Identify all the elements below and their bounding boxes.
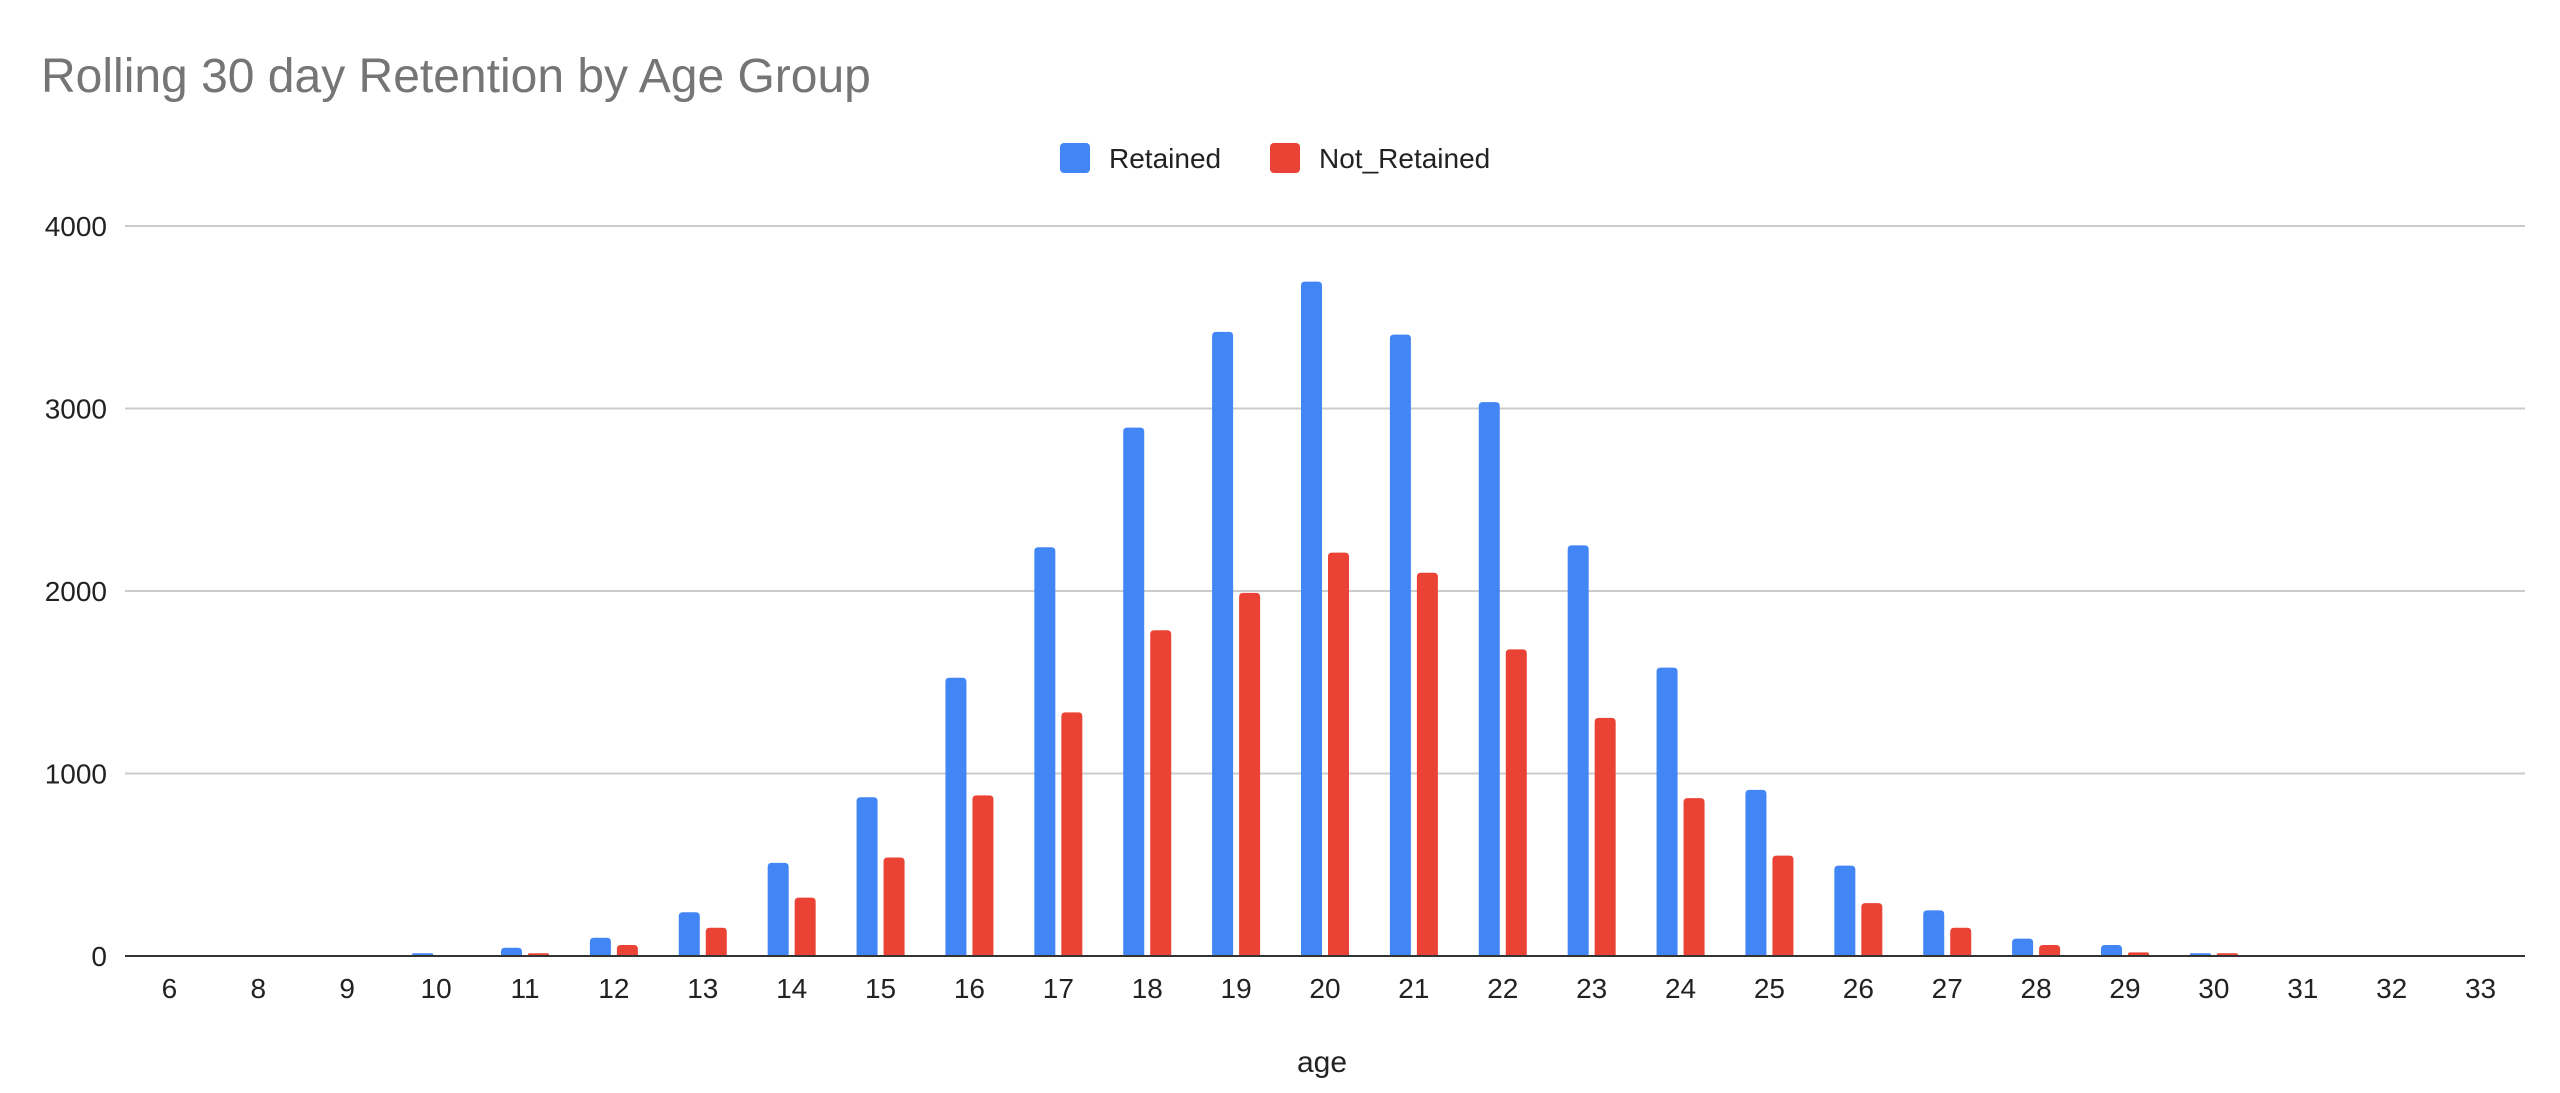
x-tick-label: 16 <box>954 973 985 1004</box>
x-axis: 6 8 9 10 11 12 13 14 15 16 17 18 19 20 21 22 23 24 25 26 27 2… <box>162 973 2496 1004</box>
x-tick-label: 20 <box>1309 973 1340 1004</box>
legend-item-not-retained: Not_Retained <box>1270 143 1490 174</box>
x-tick-label: 10 <box>421 973 452 1004</box>
bar-not-retained-age-12 <box>616 945 638 956</box>
bar-not-retained-age-16 <box>972 795 994 956</box>
bar-not-retained-age-13 <box>705 927 727 956</box>
x-tick-label: 29 <box>2109 973 2140 1004</box>
x-tick-label: 19 <box>1221 973 1252 1004</box>
x-tick-label: 21 <box>1398 973 1429 1004</box>
bar-not-retained-age-18 <box>1150 630 1172 956</box>
bar-retained-age-25 <box>1745 789 1767 956</box>
x-tick-label: 31 <box>2287 973 2318 1004</box>
y-tick-label: 3000 <box>45 394 107 425</box>
bar-retained-age-28 <box>2012 938 2034 956</box>
bar-not-retained-age-27 <box>1950 927 1972 956</box>
bar-not-retained-age-14 <box>794 897 816 956</box>
x-tick-label: 15 <box>865 973 896 1004</box>
x-tick-label: 17 <box>1043 973 1074 1004</box>
legend-swatch <box>1060 143 1090 173</box>
bar-retained-age-17 <box>1034 547 1056 956</box>
x-tick-label: 30 <box>2198 973 2229 1004</box>
y-tick-label: 1000 <box>45 759 107 790</box>
y-tick-label: 2000 <box>45 576 107 607</box>
bar-retained-age-13 <box>678 912 700 956</box>
bar-not-retained-age-28 <box>2039 945 2061 956</box>
x-tick-label: 11 <box>510 973 539 1004</box>
bar-not-retained-age-26 <box>1861 903 1883 956</box>
bar-retained-age-12 <box>589 937 611 956</box>
x-tick-label: 8 <box>251 973 267 1004</box>
x-tick-label: 22 <box>1487 973 1518 1004</box>
y-axis: 0 1000 2000 3000 4000 <box>45 211 107 972</box>
bar-not-retained-age-19 <box>1239 592 1261 956</box>
x-tick-label: 28 <box>2021 973 2052 1004</box>
bar-not-retained-age-23 <box>1594 717 1616 956</box>
legend-label: Retained <box>1109 143 1221 174</box>
x-axis-title: age <box>1297 1046 1347 1079</box>
x-tick-label: 24 <box>1665 973 1696 1004</box>
bar-retained-age-19 <box>1212 331 1234 957</box>
bar-retained-age-14 <box>767 862 789 956</box>
bar-retained-age-23 <box>1567 545 1589 956</box>
x-tick-label: 23 <box>1576 973 1607 1004</box>
x-tick-label: 25 <box>1754 973 1785 1004</box>
x-tick-label: 13 <box>687 973 718 1004</box>
bar-not-retained-age-15 <box>883 857 905 956</box>
x-tick-label: 32 <box>2376 973 2407 1004</box>
x-tick-label: 26 <box>1843 973 1874 1004</box>
x-tick-label: 33 <box>2465 973 2496 1004</box>
x-tick-label: 14 <box>776 973 807 1004</box>
bar-not-retained-age-20 <box>1328 552 1349 956</box>
x-tick-label: 6 <box>162 973 178 1004</box>
bar-not-retained-age-22 <box>1505 649 1527 956</box>
bar-retained-age-27 <box>1923 910 1945 956</box>
bar-retained-age-22 <box>1478 402 1500 956</box>
x-tick-label: 9 <box>339 973 355 1004</box>
bar-not-retained-age-17 <box>1061 712 1083 956</box>
bar-not-retained-age-25 <box>1772 855 1794 956</box>
bar-retained-age-24 <box>1656 667 1678 956</box>
y-tick-label: 4000 <box>45 211 107 242</box>
bar-not-retained-age-21 <box>1416 572 1438 956</box>
legend-swatch <box>1270 143 1300 173</box>
bar-not-retained-age-24 <box>1683 798 1705 956</box>
bar-retained-age-16 <box>945 677 967 956</box>
legend-label: Not_Retained <box>1319 143 1490 174</box>
bar-retained-age-21 <box>1389 334 1411 956</box>
y-tick-label: 0 <box>91 941 107 972</box>
legend: Retained Not_Retained <box>1060 143 1490 174</box>
x-tick-label: 12 <box>598 973 629 1004</box>
bar-retained-age-18 <box>1123 427 1145 957</box>
bar-retained-age-20 <box>1301 281 1322 957</box>
bar-retained-age-29 <box>2101 945 2122 956</box>
x-tick-label: 27 <box>1932 973 1963 1004</box>
bar-retained-age-26 <box>1834 865 1856 956</box>
bar-retained-age-11 <box>501 947 522 956</box>
bar-retained-age-15 <box>856 797 878 956</box>
legend-item-retained: Retained <box>1060 143 1221 174</box>
gridlines <box>125 225 2525 775</box>
x-tick-label: 18 <box>1132 973 1163 1004</box>
bars <box>412 281 2238 957</box>
chart-title: Rolling 30 day Retention by Age Group <box>41 50 871 103</box>
